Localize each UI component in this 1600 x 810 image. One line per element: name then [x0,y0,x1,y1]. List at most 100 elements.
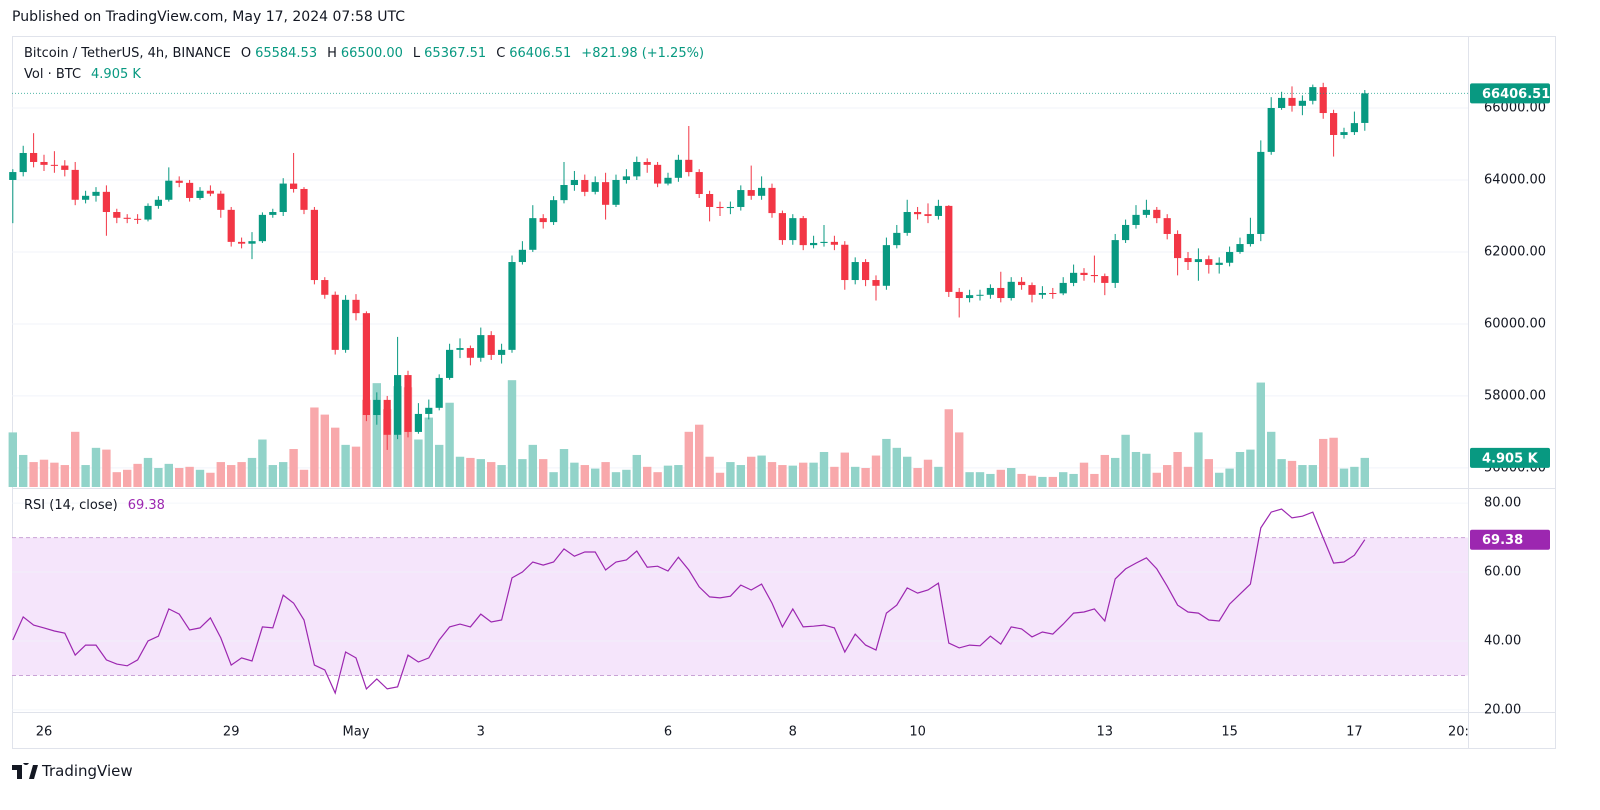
volume-bar [757,455,766,487]
volume-bar [1277,459,1286,487]
volume-bar [684,431,693,487]
volume-bar [1329,437,1338,487]
ohlc-label: O [240,46,252,61]
volume-bar [1142,453,1151,487]
change-value: +821.98 [581,46,638,61]
candle-body [841,244,849,281]
x-tick-label: 3 [477,725,485,740]
volume-bar [882,438,891,487]
volume-bar [258,439,267,487]
volume-bar [1204,459,1213,487]
volume-bar [1256,382,1265,487]
rsi-band [12,537,1468,676]
candle-body [768,187,776,214]
y-tick-label: 60000.00 [1484,316,1546,331]
candle-body [290,183,298,189]
candle-body [1246,233,1254,245]
candle-body [539,218,547,223]
volume-bar [227,465,236,487]
candle-body [1184,258,1192,263]
volume-bar [60,465,69,487]
volume-bar [632,454,641,487]
candle-body [1288,97,1296,106]
volume-bar [819,451,829,487]
candle-body [1267,107,1275,152]
volume-bar [1048,476,1057,487]
candle-body [102,191,110,213]
candle-body [747,190,755,196]
candle-body [154,199,162,206]
volume-bar [518,459,527,487]
volume-bar [310,407,319,487]
ohlc-label: L [412,46,421,61]
candle-body [1257,151,1265,234]
volume-bar [1215,472,1224,487]
volume-bar [164,463,173,487]
candle-body [820,241,828,243]
candle-body [1298,100,1306,106]
volume-bar [424,417,433,487]
candle-body [113,212,121,218]
ohlc-value: 66500.00 [340,46,403,61]
x-tick-label: 10 [909,725,926,740]
candle-body [238,241,246,244]
volume-bar [1319,438,1328,487]
candle-body [258,214,266,242]
x-tick-label: 6 [664,725,672,740]
brand-logo [12,763,38,779]
candle-body [1122,224,1130,241]
candle-body [9,172,17,180]
volume-bar [705,456,714,487]
volume-legend: Vol · BTC 4.905 K [24,67,145,82]
candle-body [466,348,474,358]
volume-bar [986,473,995,487]
volume-bar [1194,432,1203,487]
candle-body [61,165,69,170]
candle-body [82,195,90,200]
ohlc-label: H [327,46,337,61]
candle-body [550,200,558,223]
candle-body [799,218,807,246]
volume-bar [102,449,111,487]
volume-bar [289,449,298,487]
volume-bar [237,462,246,487]
candle-body [695,172,703,195]
candle-body [924,214,932,216]
candle-body [196,190,204,198]
candle-body [1132,214,1140,225]
volume-bar [726,462,735,487]
candle-body [248,241,256,244]
volume-bar [861,468,870,487]
volume-bar [476,459,485,487]
candle-body [1153,209,1161,219]
candle-body [300,188,308,210]
volume-bar [81,465,90,487]
x-tick-label: 26 [36,725,53,740]
volume-bar [455,456,465,487]
volume-bar [1225,468,1234,487]
volume-bar [965,472,974,487]
published-note: Published on TradingView.com, May 17, 20… [12,9,406,25]
candle-body [165,180,173,200]
x-tick-label: 20:00 [1448,725,1485,740]
volume-bar [1235,451,1245,487]
candle-body [560,185,568,201]
volume-bar [216,462,225,487]
candle-body [1215,262,1223,265]
candle-body [50,164,58,166]
candle-body [1018,281,1026,286]
volume-bar [206,472,215,487]
candle-body [945,205,953,292]
candle-body [529,218,537,250]
candle-body [1038,292,1046,295]
volume-bar [663,465,673,487]
candle-body [1309,87,1317,101]
candle-body [882,245,890,286]
candle-body [217,193,225,210]
volume-bar [934,466,943,487]
candle-body [92,191,100,196]
candle-body [1330,113,1338,135]
volume-bar [799,462,808,487]
candle-body [206,190,214,194]
candle-body [383,399,391,435]
